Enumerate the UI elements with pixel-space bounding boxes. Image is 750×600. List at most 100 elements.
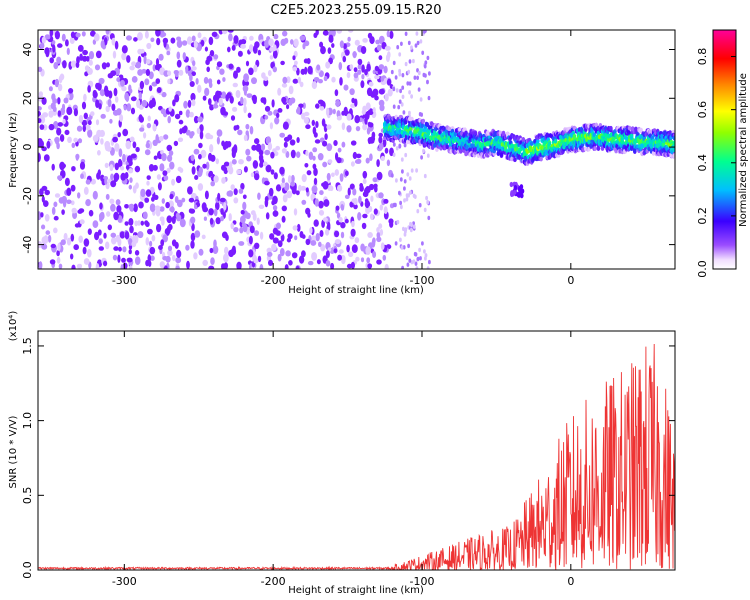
spectrogram-x-axis-title: Height of straight line (km) <box>288 285 424 296</box>
noise-speck <box>271 99 275 108</box>
noise-speck <box>191 99 196 107</box>
noise-speck <box>188 208 193 214</box>
noise-speck <box>134 250 140 256</box>
noise-speck <box>221 91 227 99</box>
noise-speck <box>252 160 259 169</box>
noise-speck <box>148 102 152 108</box>
noise-speck <box>98 103 102 110</box>
noise-speck <box>95 82 100 90</box>
noise-speck <box>295 190 300 196</box>
noise-speck <box>77 192 81 199</box>
noise-speck <box>160 239 165 247</box>
noise-speck <box>243 105 247 114</box>
noise-speck <box>186 36 193 45</box>
ridge-point <box>545 132 550 138</box>
ridge-point <box>651 150 656 156</box>
noise-speck <box>213 208 218 217</box>
noise-speck <box>416 256 420 262</box>
noise-speck <box>213 239 217 248</box>
noise-speck <box>304 163 309 168</box>
noise-speck <box>209 144 214 153</box>
noise-speck <box>349 88 355 96</box>
noise-speck <box>107 224 113 231</box>
noise-speck <box>236 66 241 73</box>
noise-speck <box>353 67 358 73</box>
x-tick-label: -100 <box>410 274 435 287</box>
noise-speck <box>245 60 250 67</box>
ridge-point <box>672 135 675 141</box>
noise-speck <box>401 265 404 269</box>
noise-speck <box>210 181 215 187</box>
noise-speck <box>276 112 280 119</box>
noise-speck <box>384 45 391 51</box>
noise-speck <box>98 77 105 85</box>
noise-speck <box>380 75 385 82</box>
ridge-point <box>497 143 502 149</box>
noise-speck <box>392 86 396 92</box>
noise-speck <box>175 257 182 264</box>
noise-speck <box>325 107 330 117</box>
noise-speck <box>345 170 349 177</box>
noise-speck <box>263 97 267 105</box>
noise-speck <box>416 40 420 46</box>
noise-speck <box>97 169 102 177</box>
noise-speck <box>38 66 43 72</box>
noise-speck <box>281 205 287 212</box>
noise-speck <box>335 99 341 108</box>
noise-speck <box>100 40 105 49</box>
noise-speck <box>167 115 171 124</box>
noise-speck <box>47 234 52 243</box>
noise-speck <box>191 166 196 175</box>
noise-speck <box>402 245 406 250</box>
noise-speck <box>85 199 91 207</box>
noise-speck <box>348 251 354 258</box>
noise-speck <box>262 161 268 167</box>
noise-speck <box>227 165 231 172</box>
noise-speck <box>92 91 98 99</box>
noise-speck <box>248 249 254 258</box>
noise-speck <box>147 115 151 122</box>
noise-speck <box>114 162 120 171</box>
noise-speck <box>246 155 252 162</box>
noise-speck <box>412 224 416 229</box>
noise-speck <box>283 141 288 148</box>
noise-speck <box>387 88 393 97</box>
noise-speck <box>118 158 122 167</box>
noise-speck <box>41 224 46 230</box>
noise-speck <box>81 31 86 37</box>
noise-speck <box>400 204 403 210</box>
noise-speck <box>408 110 411 116</box>
noise-speck <box>343 106 348 115</box>
noise-speck <box>235 124 240 130</box>
noise-speck <box>296 223 301 232</box>
noise-speck <box>346 72 351 79</box>
ridge-point <box>515 146 519 152</box>
noise-speck <box>110 173 114 181</box>
noise-speck <box>178 119 184 125</box>
noise-speck <box>423 207 427 213</box>
noise-speck <box>406 81 410 86</box>
noise-speck <box>116 205 122 213</box>
noise-speck <box>78 235 83 243</box>
noise-speck <box>427 95 431 101</box>
noise-speck <box>128 168 134 174</box>
noise-speck <box>318 241 322 247</box>
noise-speck <box>87 85 91 93</box>
noise-speck <box>266 251 273 257</box>
noise-speck <box>247 112 252 119</box>
noise-speck <box>311 252 318 261</box>
noise-speck <box>403 232 407 237</box>
noise-speck <box>216 79 221 85</box>
noise-speck <box>48 86 53 92</box>
noise-speck <box>238 159 244 165</box>
noise-speck <box>254 138 260 145</box>
noise-speck <box>113 211 119 221</box>
noise-speck <box>54 193 61 198</box>
noise-speck <box>327 47 332 54</box>
noise-speck <box>357 212 362 221</box>
noise-speck <box>71 264 76 269</box>
noise-speck <box>369 36 375 45</box>
noise-speck <box>83 258 90 265</box>
ridge-point <box>444 129 449 134</box>
noise-speck <box>306 170 312 176</box>
